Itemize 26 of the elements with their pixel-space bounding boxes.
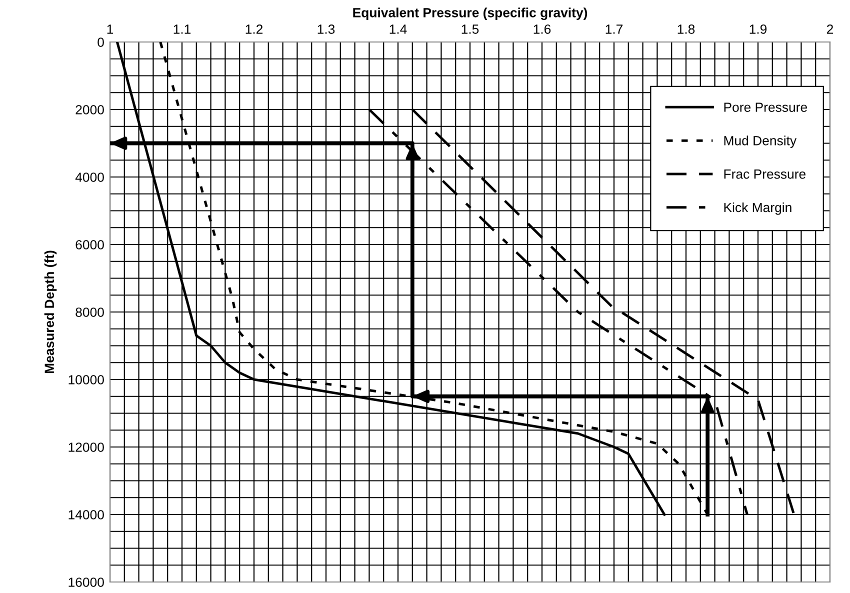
x-tick-label: 1 (107, 24, 114, 34)
y-tick-label: 16000 (68, 578, 104, 587)
y-tick-label: 0 (98, 38, 104, 47)
x-tick-label: 1.9 (750, 24, 767, 34)
y-tick-label: 6000 (76, 240, 104, 250)
y-tick-label: 14000 (68, 510, 104, 520)
x-tick-label: 1.1 (174, 24, 191, 34)
y-tick-label: 2000 (76, 105, 104, 114)
y-tick-label: 12000 (68, 442, 104, 452)
x-tick-label: 1.7 (606, 24, 623, 34)
y-tick-label: 4000 (75, 172, 104, 182)
x-tick-label: 1.5 (462, 24, 479, 34)
legend-label: Kick Margin (724, 202, 792, 215)
x-tick-label: 1.8 (678, 24, 695, 34)
x-axis-title: Equivalent Pressure (specific gravity) (353, 8, 588, 20)
y-axis-title: Measured Depth (ft) (44, 250, 57, 374)
x-tick-label: 1.2 (246, 24, 263, 34)
legend-label: Pore Pressure (724, 102, 807, 112)
x-tick-label: 1.6 (534, 24, 551, 34)
x-tick-label: 1.3 (318, 24, 335, 34)
y-tick-label: 8000 (76, 308, 104, 317)
x-tick-label: 1.4 (390, 24, 407, 34)
x-tick-label: 2 (826, 24, 834, 34)
legend-label: Mud Density (724, 136, 797, 148)
y-tick-label: 10000 (68, 375, 104, 384)
legend-label: Frac Pressure (724, 170, 806, 179)
